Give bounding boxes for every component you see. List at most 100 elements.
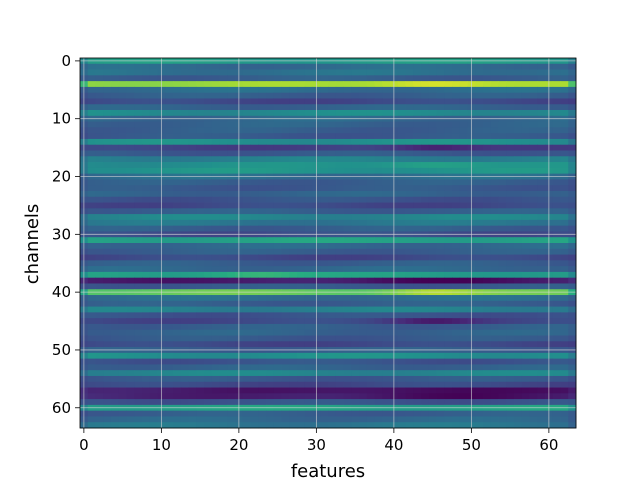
heatmap-cell [165,323,174,331]
heatmap-cell [320,92,329,99]
heatmap-cell [374,196,383,203]
heatmap-cell [142,295,151,302]
heatmap-cell [304,306,313,313]
heatmap-cell [483,81,492,88]
heatmap-cell [304,75,313,82]
heatmap-cell [506,283,515,290]
heatmap-cell [490,248,499,255]
heatmap-cell [444,341,453,348]
heatmap-cell [428,202,437,209]
heatmap-cell [452,370,461,377]
heatmap-cell [413,150,422,157]
heatmap-cell [273,208,282,215]
heatmap-cell [142,248,151,255]
heatmap-cell [258,271,267,279]
heatmap-cell [111,98,120,105]
heatmap-cell [328,162,337,169]
heatmap-cell [87,127,96,134]
heatmap-cell [413,190,422,198]
heatmap-cell [227,410,236,417]
heatmap-cell [382,150,391,157]
heatmap-cell [490,387,499,394]
heatmap-cell [149,410,158,417]
heatmap-cell [258,156,267,163]
heatmap-cell [351,254,360,261]
heatmap-cell [118,110,127,117]
heatmap-cell [118,179,127,186]
heatmap-cell [475,185,484,192]
heatmap-cell [273,162,282,169]
heatmap-cell [444,329,453,336]
heatmap-cell [196,133,205,140]
heatmap-cell [250,248,259,255]
heatmap-cell [452,260,461,267]
heatmap-cell [211,248,220,255]
heatmap-cell [514,167,523,175]
heatmap-cell [335,352,344,360]
heatmap-cell [343,179,352,186]
heatmap-cell [134,219,143,227]
heatmap-cell [204,329,213,336]
heatmap-cell [560,81,569,88]
heatmap-cell [196,138,205,146]
heatmap-cell [382,237,391,244]
heatmap-cell [436,150,445,157]
heatmap-cell [405,237,414,244]
heatmap-cell [343,214,352,221]
heatmap-cell [452,104,461,111]
heatmap-cell [413,167,422,175]
heatmap-cell [250,306,259,313]
heatmap-cell [397,110,406,117]
heatmap-cell [452,248,461,255]
heatmap-cell [87,219,96,227]
heatmap-cell [95,312,104,319]
heatmap-cell [397,295,406,302]
heatmap-cell [289,381,298,388]
heatmap-cell [258,323,267,331]
heatmap-cell [250,75,259,82]
heatmap-cell [227,133,236,140]
heatmap-cell [273,133,282,140]
heatmap-cell [452,150,461,157]
heatmap-cell [227,375,236,383]
x-tick-label: 20 [229,436,248,454]
heatmap-cell [304,179,313,186]
heatmap-cell [459,219,468,227]
heatmap-cell [366,92,375,99]
heatmap-cell [242,144,251,151]
heatmap-cell [142,144,151,151]
heatmap-cell [498,202,507,209]
heatmap-cell [111,225,120,232]
x-tick-label: 0 [79,436,89,454]
heatmap-cell [126,323,135,331]
heatmap-cell [335,127,344,134]
heatmap-cell [242,381,251,388]
heatmap-cell [242,329,251,336]
heatmap-cell [188,133,197,140]
heatmap-cell [149,335,158,342]
heatmap-cell [366,387,375,394]
heatmap-cell [304,341,313,348]
heatmap-cell [142,370,151,377]
heatmap-cell [266,329,275,336]
heatmap-cell [103,167,112,175]
heatmap-cell [281,260,290,267]
heatmap-cell [103,144,112,151]
heatmap-cell [173,306,182,313]
heatmap-cell [211,375,220,383]
heatmap-cell [134,341,143,348]
heatmap-cell [204,300,213,307]
heatmap-cell [568,133,577,140]
heatmap-cell [250,399,259,406]
heatmap-cell [529,277,538,284]
heatmap-cell [289,318,298,325]
heatmap-cell [397,162,406,169]
heatmap-cell [374,295,383,302]
heatmap-cell [428,329,437,336]
heatmap-cell [529,138,538,146]
heatmap-cell [304,190,313,198]
heatmap-cell [196,179,205,186]
heatmap-cell [444,144,453,151]
heatmap-cell [405,162,414,169]
heatmap-cell [421,133,430,140]
